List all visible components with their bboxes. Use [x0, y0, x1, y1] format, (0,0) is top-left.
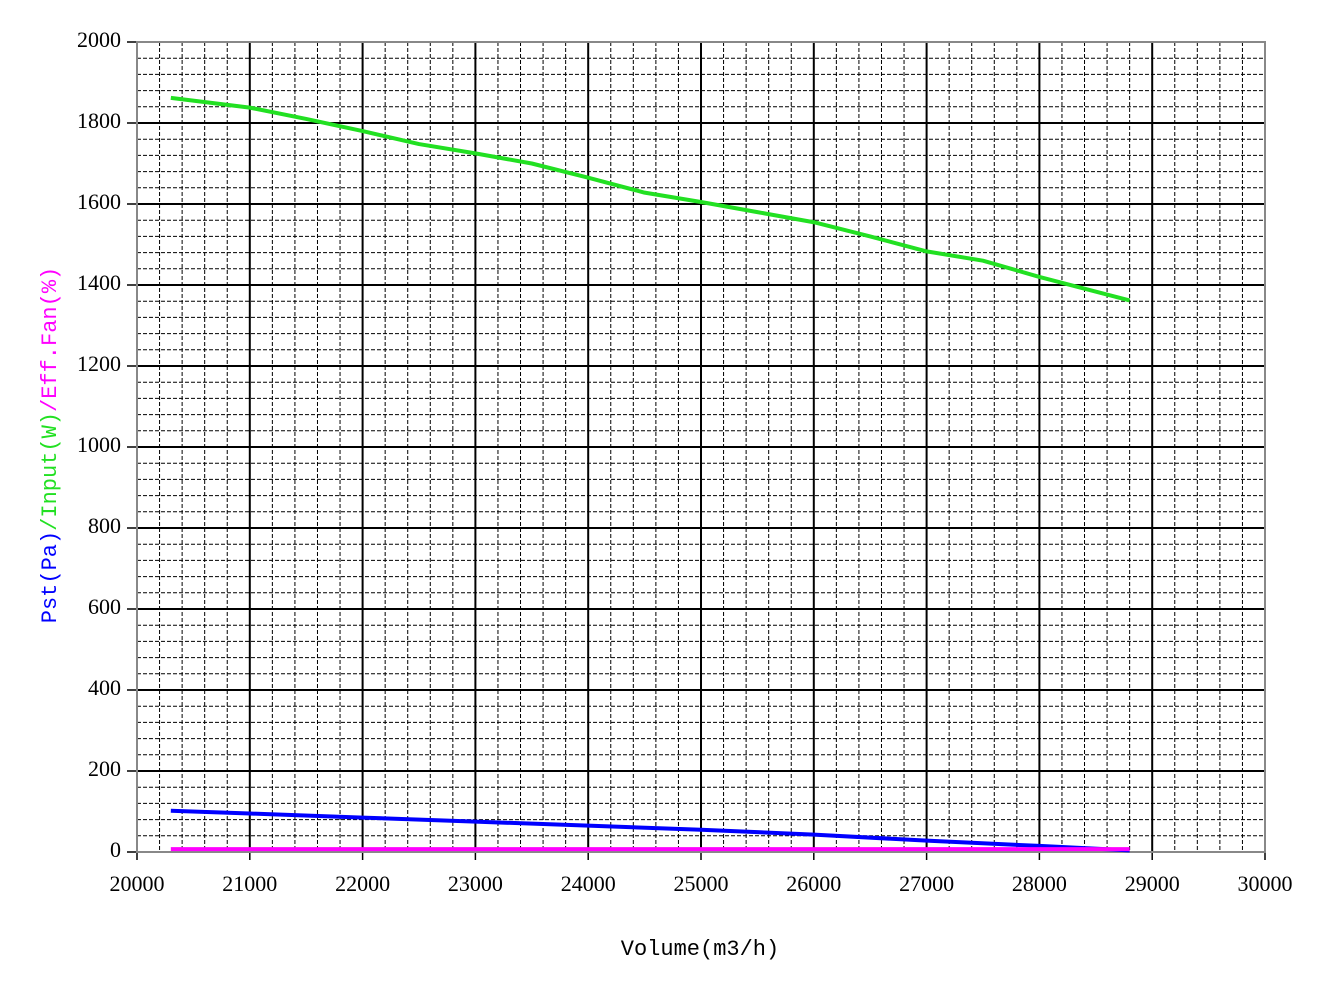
y-tick-label: 1000: [77, 432, 121, 457]
y-tick-label: 1600: [77, 189, 121, 214]
y-label-separator: /: [38, 399, 63, 412]
x-tick-label: 23000: [448, 871, 503, 896]
x-tick-label: 27000: [899, 871, 954, 896]
y-tick-label: 400: [88, 675, 121, 700]
y-tick-label: 1800: [77, 108, 121, 133]
y-tick-label: 1400: [77, 270, 121, 295]
y-label-part: Input(W): [38, 412, 63, 518]
series-line: [170, 808, 1130, 853]
x-tick-label: 21000: [222, 871, 277, 896]
y-tick-label: 800: [88, 513, 121, 538]
y-label-part: Eff.Fan(%): [38, 267, 63, 399]
x-tick-label: 24000: [561, 871, 616, 896]
y-tick-label: 2000: [77, 27, 121, 52]
x-tick-label: 30000: [1238, 871, 1293, 896]
x-tick-label: 28000: [1012, 871, 1067, 896]
plot-frame: [136, 41, 1266, 853]
x-tick-label: 26000: [786, 871, 841, 896]
series-line: [170, 95, 1131, 303]
y-axis-label: Pst(Pa)/Input(W)/Eff.Fan(%): [38, 267, 63, 623]
y-label-separator: /: [38, 518, 63, 531]
y-tick-label: 0: [110, 837, 121, 862]
y-tick-label: 600: [88, 594, 121, 619]
x-tick-label: 22000: [335, 871, 390, 896]
y-tick-label: 1200: [77, 351, 121, 376]
x-tick-label: 29000: [1125, 871, 1180, 896]
x-tick-label: 25000: [674, 871, 729, 896]
x-axis-label: Volume(m3/h): [621, 937, 779, 962]
y-label-part: Pst(Pa): [38, 531, 63, 623]
y-tick-label: 200: [88, 756, 121, 781]
x-tick-label: 20000: [110, 871, 165, 896]
